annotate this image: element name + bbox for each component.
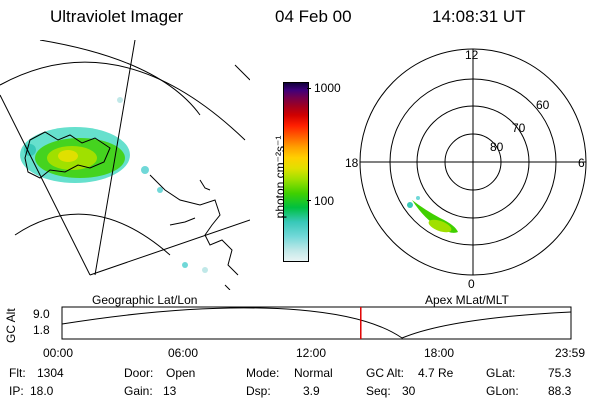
seq-value: 30 xyxy=(402,384,416,398)
apex-label: Apex MLat/MLT xyxy=(425,293,509,307)
timeline-ytick-9: 9.0 xyxy=(33,307,50,321)
date-label: 04 Feb 00 xyxy=(275,7,352,26)
mlt-label-12: 12 xyxy=(465,48,479,62)
glat-value: 75.3 xyxy=(548,366,572,380)
altitude-timeline xyxy=(61,306,572,340)
glon-label: GLon: xyxy=(486,384,519,398)
ip-value: 18.0 xyxy=(30,384,54,398)
colorbar-tick-100 xyxy=(307,200,311,201)
gcalt-label: GC Alt: xyxy=(366,366,405,380)
timeline-ytick-1.8: 1.8 xyxy=(33,323,50,337)
mode-value: Normal xyxy=(294,366,333,380)
aurora-emission-polar xyxy=(407,196,458,233)
door-label: Door: xyxy=(124,366,154,380)
timeline-xtick-0600: 06:00 xyxy=(168,346,199,360)
colorbar-tick-label-1000: 1000 xyxy=(314,81,341,95)
coastline xyxy=(24,131,239,290)
door-value: Open xyxy=(166,366,196,380)
mlt-label-0: 0 xyxy=(468,277,475,291)
gain-label: Gain: xyxy=(124,384,153,398)
timeline-ylabel: GC Alt xyxy=(4,308,18,343)
colorbar-unit-label: photon cm⁻²s⁻¹ xyxy=(273,135,287,219)
mlat-label-60: 60 xyxy=(536,98,550,112)
flt-label: Flt: xyxy=(9,366,26,380)
polar-plot xyxy=(359,48,587,276)
gcalt-value: 4.7 Re xyxy=(418,366,454,380)
timeline-xtick-1200: 12:00 xyxy=(296,346,327,360)
mlt-label-6: 6 xyxy=(578,156,585,170)
mlt-label-18: 18 xyxy=(345,156,359,170)
gain-value: 13 xyxy=(163,384,177,398)
timeline-xtick-2359: 23:59 xyxy=(555,346,586,360)
colorbar xyxy=(283,82,309,262)
colorbar-tick-label-100: 100 xyxy=(314,194,335,208)
aurora-emission-geographic xyxy=(20,97,208,273)
geographic-label: Geographic Lat/Lon xyxy=(92,293,198,307)
flt-value: 1304 xyxy=(37,366,64,380)
mlat-label-70: 70 xyxy=(512,121,526,135)
geographic-grid xyxy=(0,40,250,276)
polar-grid xyxy=(359,48,587,276)
instrument-title: Ultraviolet Imager xyxy=(50,7,184,26)
dsp-value: 3.9 xyxy=(303,384,320,398)
geographic-map xyxy=(0,40,250,290)
glat-label: GLat: xyxy=(486,366,516,380)
ip-label: IP: xyxy=(9,384,24,398)
colorbar-tick-1000 xyxy=(307,88,311,89)
mode-label: Mode: xyxy=(246,366,280,380)
timeline-xtick-1800: 18:00 xyxy=(424,346,455,360)
seq-label: Seq: xyxy=(366,384,391,398)
mlat-label-80: 80 xyxy=(490,140,504,154)
timeline-xtick-0000: 00:00 xyxy=(43,346,74,360)
glon-value: 88.3 xyxy=(548,384,572,398)
dsp-label: Dsp: xyxy=(246,384,271,398)
time-label: 14:08:31 UT xyxy=(432,7,526,26)
